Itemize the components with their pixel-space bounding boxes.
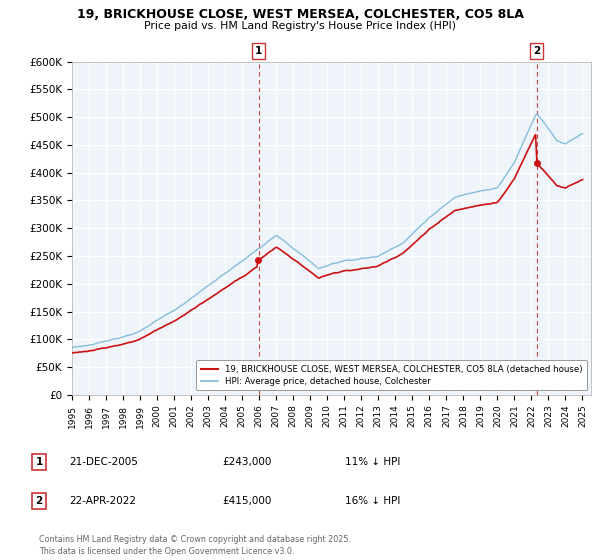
Text: 2: 2	[533, 46, 540, 56]
Text: 1: 1	[35, 457, 43, 467]
Text: £243,000: £243,000	[222, 457, 271, 467]
Text: 22-APR-2022: 22-APR-2022	[69, 496, 136, 506]
Text: £415,000: £415,000	[222, 496, 271, 506]
Text: 2: 2	[35, 496, 43, 506]
Text: Contains HM Land Registry data © Crown copyright and database right 2025.
This d: Contains HM Land Registry data © Crown c…	[39, 535, 351, 556]
Text: 11% ↓ HPI: 11% ↓ HPI	[345, 457, 400, 467]
Text: 16% ↓ HPI: 16% ↓ HPI	[345, 496, 400, 506]
Text: 21-DEC-2005: 21-DEC-2005	[69, 457, 138, 467]
Legend: 19, BRICKHOUSE CLOSE, WEST MERSEA, COLCHESTER, CO5 8LA (detached house), HPI: Av: 19, BRICKHOUSE CLOSE, WEST MERSEA, COLCH…	[196, 361, 587, 390]
Text: Price paid vs. HM Land Registry's House Price Index (HPI): Price paid vs. HM Land Registry's House …	[144, 21, 456, 31]
Text: 1: 1	[255, 46, 262, 56]
Text: 19, BRICKHOUSE CLOSE, WEST MERSEA, COLCHESTER, CO5 8LA: 19, BRICKHOUSE CLOSE, WEST MERSEA, COLCH…	[77, 8, 523, 21]
